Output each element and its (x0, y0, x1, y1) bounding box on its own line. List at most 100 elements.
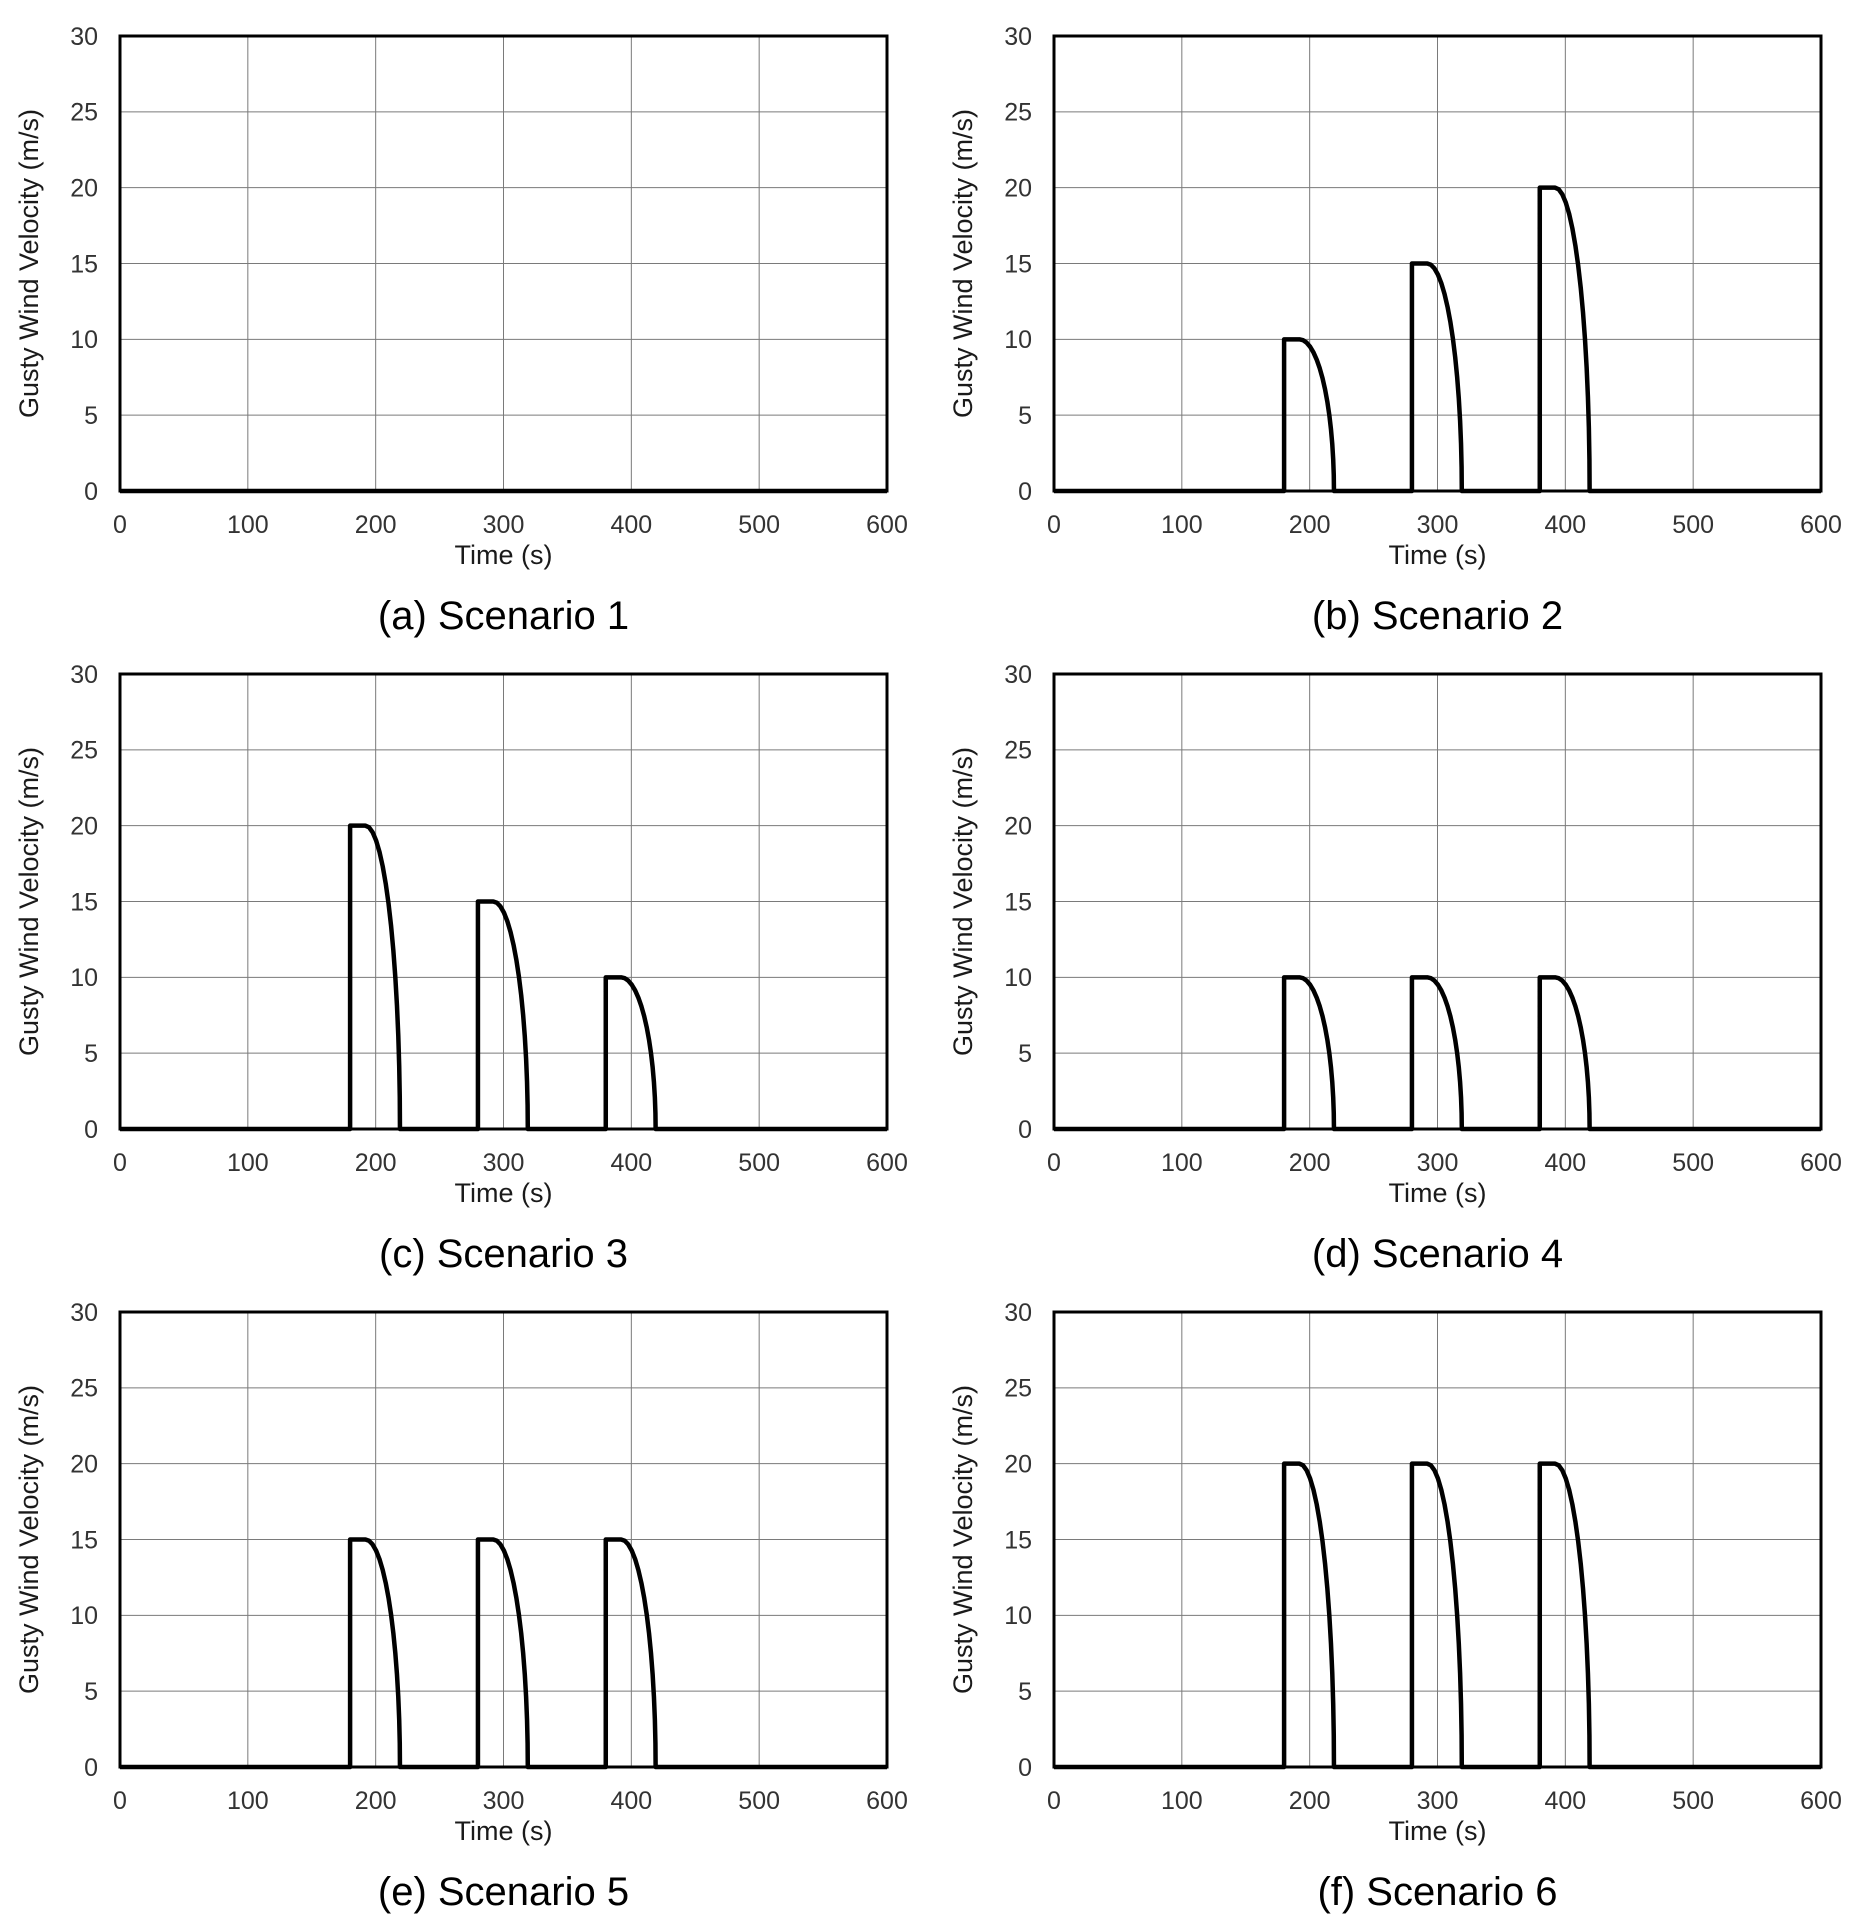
x-tick-label: 600 (1800, 1787, 1842, 1815)
x-tick-label: 500 (1672, 1787, 1714, 1815)
gridlines (1054, 1312, 1821, 1767)
y-tick-label: 0 (84, 1754, 98, 1782)
y-tick-label: 25 (1004, 1375, 1032, 1403)
y-tick-label: 15 (1004, 1526, 1032, 1554)
y-tick-label: 30 (1004, 661, 1032, 689)
y-tick-label: 25 (1004, 99, 1032, 127)
x-tick-label: 600 (866, 1149, 908, 1177)
x-tick-label: 0 (1047, 511, 1061, 539)
plot-border (1052, 672, 1823, 1131)
x-tick-label: 0 (1047, 1149, 1061, 1177)
x-tick-label: 0 (113, 1149, 127, 1177)
chart-caption: (f) Scenario 6 (1317, 1870, 1557, 1914)
chart-svg: 0 5 10 15 20 25 30 0 100 200 300 400 500 600 Time (s… (14, 661, 908, 1276)
x-axis-title: Time (s) (455, 1816, 553, 1846)
y-tick-label: 5 (1018, 402, 1032, 430)
y-tick-label: 5 (84, 1040, 98, 1068)
x-tick-labels: 0 100 200 300 400 500 600 (1047, 511, 1842, 539)
x-tick-label: 600 (1800, 1149, 1842, 1177)
chart-cell-scenario-5: 0 5 10 15 20 25 30 0 100 200 300 400 500 600 Time (s… (0, 1276, 934, 1915)
x-tick-label: 400 (1544, 1149, 1586, 1177)
chart-svg: 0 5 10 15 20 25 30 0 100 200 300 400 500 600 Time (s… (948, 23, 1842, 638)
x-tick-labels: 0 100 200 300 400 500 600 (1047, 1787, 1842, 1815)
x-tick-label: 200 (355, 1149, 397, 1177)
y-tick-label: 15 (1004, 888, 1032, 916)
x-tick-label: 300 (483, 1787, 525, 1815)
gridlines (120, 674, 887, 1129)
x-tick-label: 100 (227, 511, 269, 539)
x-tick-label: 0 (1047, 1787, 1061, 1815)
x-tick-label: 0 (113, 1787, 127, 1815)
x-tick-labels: 0 100 200 300 400 500 600 (113, 511, 908, 539)
gridlines (120, 36, 887, 491)
x-tick-label: 300 (1417, 1149, 1459, 1177)
y-tick-label: 5 (84, 402, 98, 430)
y-axis-title: Gusty Wind Velocity (m/s) (948, 1385, 978, 1694)
x-tick-labels: 0 100 200 300 400 500 600 (113, 1149, 908, 1177)
y-tick-label: 10 (70, 326, 98, 354)
y-tick-label: 30 (70, 23, 98, 51)
x-tick-label: 100 (227, 1787, 269, 1815)
y-tick-label: 20 (1004, 1450, 1032, 1478)
y-axis-title: Gusty Wind Velocity (m/s) (948, 109, 978, 418)
x-tick-label: 500 (738, 1149, 780, 1177)
y-tick-label: 15 (70, 888, 98, 916)
plot-border (118, 672, 889, 1131)
wind-velocity-series-line (1054, 1461, 1821, 1770)
x-tick-label: 200 (1289, 1149, 1331, 1177)
x-tick-label: 0 (113, 511, 127, 539)
y-axis-title: Gusty Wind Velocity (m/s) (14, 747, 44, 1056)
x-tick-label: 300 (483, 511, 525, 539)
y-tick-label: 25 (1004, 737, 1032, 765)
x-tick-label: 100 (1161, 1787, 1203, 1815)
y-tick-label: 10 (70, 1602, 98, 1630)
y-axis-title: Gusty Wind Velocity (m/s) (14, 109, 44, 418)
x-axis-title: Time (s) (1389, 1816, 1487, 1846)
y-tick-label: 15 (70, 1526, 98, 1554)
y-tick-label: 0 (1018, 478, 1032, 506)
plot-border (118, 1310, 889, 1769)
y-tick-label: 30 (70, 1299, 98, 1327)
x-tick-label: 200 (1289, 1787, 1331, 1815)
chart-caption: (a) Scenario 1 (378, 594, 629, 638)
y-tick-label: 10 (70, 964, 98, 992)
y-tick-label: 25 (70, 737, 98, 765)
x-tick-label: 400 (610, 1149, 652, 1177)
chart-caption: (e) Scenario 5 (378, 1870, 629, 1914)
y-axis-title: Gusty Wind Velocity (m/s) (948, 747, 978, 1056)
y-tick-labels: 0 5 10 15 20 25 30 (1004, 23, 1032, 506)
plot-border (1052, 34, 1823, 493)
chart-svg: 0 5 10 15 20 25 30 0 100 200 300 400 500 600 Time (s… (948, 661, 1842, 1276)
y-tick-label: 5 (1018, 1678, 1032, 1706)
chart-cell-scenario-4: 0 5 10 15 20 25 30 0 100 200 300 400 500 600 Time (s… (934, 638, 1869, 1276)
x-tick-label: 400 (610, 511, 652, 539)
x-tick-label: 100 (1161, 1149, 1203, 1177)
x-tick-label: 600 (866, 511, 908, 539)
x-tick-labels: 0 100 200 300 400 500 600 (1047, 1149, 1842, 1177)
y-tick-label: 15 (70, 250, 98, 278)
x-axis-title: Time (s) (1389, 540, 1487, 570)
chart-cell-scenario-3: 0 5 10 15 20 25 30 0 100 200 300 400 500 600 Time (s… (0, 638, 934, 1276)
wind-velocity-series-line (1054, 185, 1821, 494)
x-tick-labels: 0 100 200 300 400 500 600 (113, 1787, 908, 1815)
gridlines (120, 1312, 887, 1767)
y-tick-label: 20 (70, 812, 98, 840)
x-tick-label: 400 (610, 1787, 652, 1815)
y-tick-label: 0 (84, 1116, 98, 1144)
chart-svg: 0 5 10 15 20 25 30 0 100 200 300 400 500 600 Time (s… (14, 23, 908, 638)
y-tick-label: 20 (70, 174, 98, 202)
x-tick-label: 600 (1800, 511, 1842, 539)
x-tick-label: 100 (227, 1149, 269, 1177)
x-tick-label: 300 (1417, 1787, 1459, 1815)
plot-border (1052, 1310, 1823, 1769)
x-axis-title: Time (s) (455, 1178, 553, 1208)
y-tick-label: 30 (1004, 23, 1032, 51)
y-tick-label: 5 (1018, 1040, 1032, 1068)
chart-svg: 0 5 10 15 20 25 30 0 100 200 300 400 500 600 Time (s… (14, 1299, 908, 1914)
chart-cell-scenario-1: 0 5 10 15 20 25 30 0 100 200 300 400 500 600 Time (s… (0, 0, 934, 638)
y-tick-label: 5 (84, 1678, 98, 1706)
x-tick-label: 200 (1289, 511, 1331, 539)
y-tick-labels: 0 5 10 15 20 25 30 (70, 661, 98, 1144)
y-tick-label: 20 (1004, 812, 1032, 840)
